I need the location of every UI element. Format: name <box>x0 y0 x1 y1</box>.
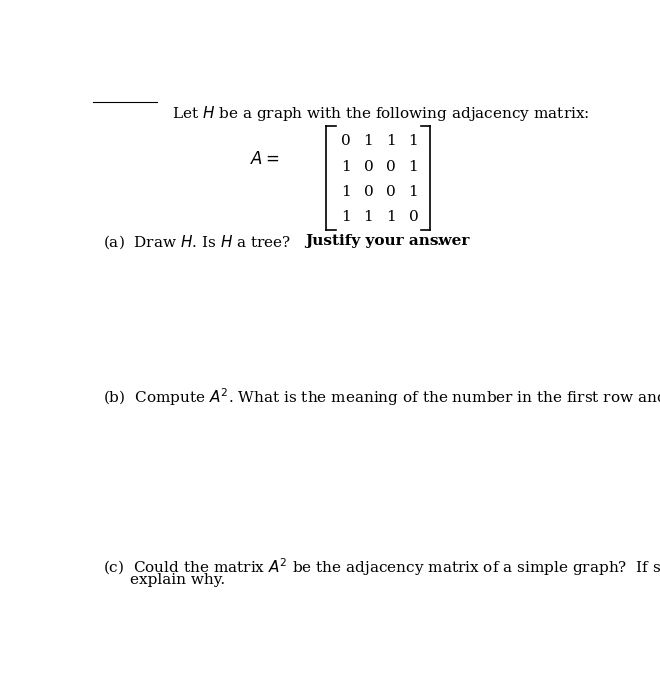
Text: Justify your answer: Justify your answer <box>305 234 469 248</box>
Text: 0: 0 <box>409 210 418 224</box>
Text: 1: 1 <box>341 210 351 224</box>
Text: Let $H$ be a graph with the following adjacency matrix:: Let $H$ be a graph with the following ad… <box>172 104 589 123</box>
Text: 1: 1 <box>409 159 418 173</box>
Text: .: . <box>437 234 442 248</box>
Text: (b)  Compute $A^2$. What is the meaning of the number in the first row and first: (b) Compute $A^2$. What is the meaning o… <box>103 386 660 408</box>
Text: 1: 1 <box>364 210 374 224</box>
Text: 1: 1 <box>364 134 374 148</box>
Text: 0: 0 <box>386 184 396 199</box>
Text: (c)  Could the matrix $A^2$ be the adjacency matrix of a simple graph?  If so, d: (c) Could the matrix $A^2$ be the adjace… <box>103 556 660 578</box>
Text: 1: 1 <box>386 134 396 148</box>
Text: 1: 1 <box>341 184 351 199</box>
Text: 1: 1 <box>386 210 396 224</box>
Text: (a)  Draw $H$. Is $H$ a tree?: (a) Draw $H$. Is $H$ a tree? <box>103 234 297 251</box>
Text: 1: 1 <box>409 184 418 199</box>
Text: 0: 0 <box>386 159 396 173</box>
Text: 1: 1 <box>409 134 418 148</box>
Text: 1: 1 <box>341 159 351 173</box>
Text: explain why.: explain why. <box>130 574 225 587</box>
Text: $A=$: $A=$ <box>249 151 279 168</box>
Text: 0: 0 <box>364 184 374 199</box>
Text: 0: 0 <box>341 134 351 148</box>
Text: 0: 0 <box>364 159 374 173</box>
